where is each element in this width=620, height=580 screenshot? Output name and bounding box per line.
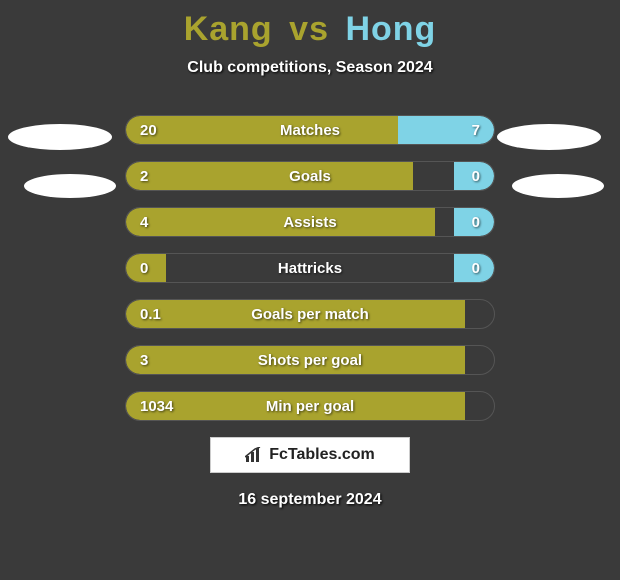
decorative-oval [24, 174, 116, 198]
player2-name: Hong [345, 10, 436, 48]
stat-label: Matches [126, 116, 494, 144]
stat-label: Shots per goal [126, 346, 494, 374]
stat-row: 00Hattricks [125, 253, 495, 283]
comparison-title: Kang vs Hong [0, 0, 620, 49]
attribution-text: FcTables.com [269, 446, 375, 464]
stat-label: Assists [126, 208, 494, 236]
stat-label: Goals per match [126, 300, 494, 328]
subtitle: Club competitions, Season 2024 [0, 59, 620, 77]
stat-label: Min per goal [126, 392, 494, 420]
attribution-badge: FcTables.com [210, 437, 410, 473]
chart-icon [245, 447, 263, 463]
stat-label: Hattricks [126, 254, 494, 282]
stat-row: 1034Min per goal [125, 391, 495, 421]
stats-bars: 207Matches 20Goals 40Assists 00Hattricks 0.1… [125, 115, 495, 421]
decorative-oval [512, 174, 604, 198]
stat-row: 0.1Goals per match [125, 299, 495, 329]
stat-row: 40Assists [125, 207, 495, 237]
stat-label: Goals [126, 162, 494, 190]
player1-name: Kang [184, 10, 273, 48]
stat-row: 207Matches [125, 115, 495, 145]
stat-row: 20Goals [125, 161, 495, 191]
decorative-oval [497, 124, 601, 150]
date-text: 16 september 2024 [0, 491, 620, 509]
vs-text: vs [289, 10, 329, 48]
stat-row: 3Shots per goal [125, 345, 495, 375]
decorative-oval [8, 124, 112, 150]
